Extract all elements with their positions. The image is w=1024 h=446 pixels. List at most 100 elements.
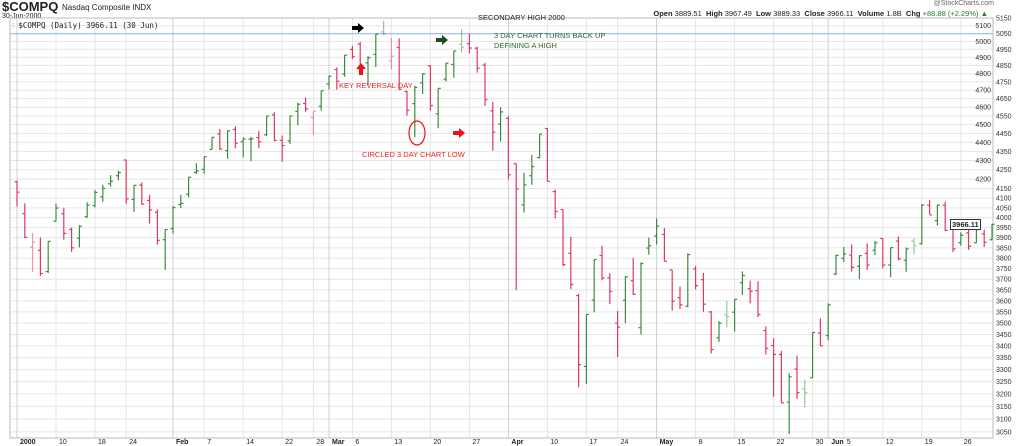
ohlc-bar [451, 50, 457, 78]
ohlc-bar [466, 33, 472, 54]
x-tick-label: 28 [316, 439, 324, 446]
y-tick-label: 3250 [996, 379, 1012, 386]
ohlc-bar [646, 237, 652, 255]
y-tick-label: 3050 [996, 429, 1012, 436]
ohlc-bar [989, 223, 995, 241]
ohlc-bar [927, 200, 933, 216]
x-tick-label: 8 [699, 439, 703, 446]
x-axis: 2000 10 18 24 Feb 7 14 22 28 Mar 6 13 20 27 Apr 10 17 24 M… [20, 439, 972, 446]
y-tick-label: 3350 [996, 355, 1012, 362]
ohlc-bar [763, 326, 769, 355]
turns-back-up-label-1: 3 DAY CHART TURNS BACK UP [494, 31, 606, 40]
ohlc-bar [615, 311, 621, 358]
y-tick-label: 3400 [996, 344, 1012, 351]
y-tick-label: 3150 [996, 404, 1012, 411]
ohlc-bar [193, 163, 199, 175]
ohlc-bar [139, 182, 145, 205]
y-tick-label: 3100 [996, 416, 1012, 423]
y-axis: 3050 3100 3150 3200 3250 3300 3350 3400 3450 3500… [975, 16, 1011, 437]
ohlc-bar [505, 116, 511, 180]
ohlc-bar [303, 97, 309, 112]
ohlc-bar [318, 90, 324, 111]
ohlc-bar [849, 244, 855, 272]
ohlc-bar [178, 194, 184, 209]
ohlc-bar [170, 205, 176, 234]
y-tick-label: 3650 [996, 287, 1012, 294]
ohlc-bar [69, 227, 75, 252]
y-tick-label: 3450 [996, 332, 1012, 339]
x-tick-label: 17 [589, 439, 597, 446]
y-tick-label: 4850 [996, 63, 1012, 70]
ohlc-bar [880, 237, 886, 269]
ohlc-bar [599, 245, 605, 281]
ohlc-bar [271, 112, 277, 142]
x-tick-label: 19 [925, 439, 933, 446]
ohlc-bar [217, 128, 223, 150]
ohlc-bar [365, 56, 371, 86]
ohlc-bar [154, 209, 160, 245]
y-tick-label: 3200 [996, 391, 1012, 398]
ohlc-bar [381, 20, 387, 36]
ohlc-bar [661, 228, 667, 262]
y-tick-label: 4300 [975, 158, 991, 165]
ohlc-bar [560, 208, 566, 267]
ohlc-bar [342, 54, 348, 77]
ohlc-bar [872, 240, 878, 256]
high-value: 3967.49 [724, 9, 752, 18]
y-tick-label: 3800 [996, 256, 1012, 263]
ohlc-bar [209, 136, 215, 150]
ohlc-bar [669, 269, 675, 311]
ohlc-bar [638, 262, 644, 335]
y-tick-label: 3550 [996, 309, 1012, 316]
y-tick-label: 3900 [996, 235, 1012, 242]
ohlc-bar [732, 298, 738, 332]
y-tick-label: 4350 [996, 149, 1012, 156]
ohlc-bar [841, 247, 847, 263]
x-tick-label: 30 [816, 439, 824, 446]
x-tick-label: 20 [433, 439, 441, 446]
ohlc-bar [552, 189, 558, 219]
x-tick-label: Apr [511, 439, 523, 446]
y-tick-label: 3700 [996, 277, 1012, 284]
green-arrow-icon [436, 35, 448, 45]
x-tick-label: 6 [355, 439, 359, 446]
ohlc-bar [248, 136, 254, 162]
volume-label: Volume [857, 9, 885, 18]
ohlc-bar [131, 184, 137, 212]
y-tick-label: 4950 [996, 47, 1012, 54]
ohlc-bar [186, 176, 192, 198]
x-tick-label: 10 [59, 439, 67, 446]
ohlc-bar [654, 218, 660, 245]
ohlc-bar [115, 170, 121, 181]
y-tick-label: 4250 [996, 167, 1012, 174]
ohlc-bar [92, 189, 98, 208]
y-tick-label: 4750 [996, 79, 1012, 86]
ohlc-bar [326, 75, 332, 90]
red-up-arrow-icon [356, 63, 366, 75]
chart-date: 30-Jun-2000 [2, 13, 42, 20]
ohlc-bar [287, 115, 293, 144]
x-tick-label: 14 [246, 439, 254, 446]
ohlc-bar [622, 275, 628, 324]
y-tick-label: 3950 [996, 225, 1012, 232]
ohlc-readout: Open 3889.51 High 3967.49 Low 3889.33 Cl… [653, 9, 988, 18]
ohlc-bar [583, 313, 589, 385]
y-tick-label: 3500 [996, 321, 1012, 328]
ohlc-bar [794, 355, 800, 399]
x-tick-label: 24 [621, 439, 629, 446]
ohlc-bar [521, 172, 527, 213]
ohlc-bar [958, 232, 964, 246]
ohlc-legend-icon: ⫶ [12, 21, 14, 30]
low-label: Low [756, 9, 772, 18]
x-tick-label: 18 [98, 439, 106, 446]
ohlc-bar [903, 247, 909, 272]
ohlc-bar [14, 180, 20, 207]
secondary-high-label: SECONDARY HIGH 2000 [478, 13, 565, 22]
ohlc-bar [778, 350, 784, 404]
ohlc-bar [630, 257, 636, 295]
ohlc-bar [786, 373, 792, 434]
ohlc-bar [427, 65, 433, 111]
y-tick-label: 4900 [975, 55, 991, 62]
ohlc-bar [53, 203, 59, 222]
ohlc-bar [919, 204, 925, 245]
